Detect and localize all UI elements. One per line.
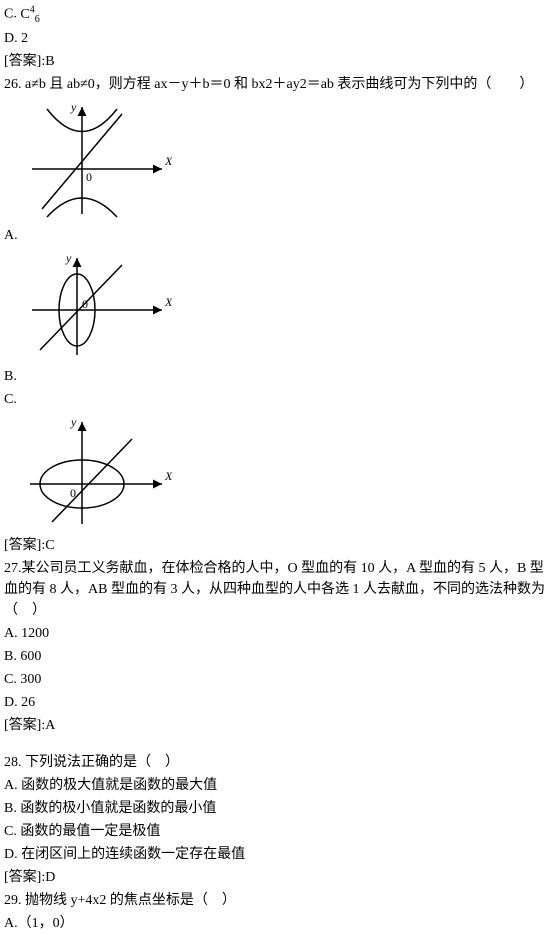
q28-option-d: D. 在闭区间上的连续函数一定存在最值 bbox=[4, 844, 554, 865]
svg-text:0: 0 bbox=[86, 170, 92, 184]
answer-value: B bbox=[45, 54, 54, 69]
q28-answer: [答案]:D bbox=[4, 867, 554, 888]
q26-stem: 26. a≠b 且 ab≠0，则方程 ax－y＋b＝0 和 bx2＋ay2＝ab… bbox=[4, 74, 554, 95]
q28-option-b: B. 函数的极小值就是函数的最小值 bbox=[4, 798, 554, 819]
svg-text:y: y bbox=[70, 100, 77, 114]
q28-stem: 28. 下列说法正确的是（ ） bbox=[4, 752, 554, 773]
svg-text:X: X bbox=[164, 469, 172, 483]
answer-value: C bbox=[45, 538, 54, 553]
answer-label: [答案]: bbox=[4, 54, 45, 69]
q27-stem: 27.某公司员工义务献血，在体检合格的人中，O 型血的有 10 人，A 型血的有… bbox=[4, 558, 554, 621]
q26-diagram-c: X y 0 bbox=[22, 414, 544, 529]
svg-text:X: X bbox=[164, 154, 172, 168]
q27-option-c: C. 300 bbox=[4, 669, 554, 690]
answer-label: [答案]: bbox=[4, 718, 45, 733]
spacer bbox=[4, 738, 554, 752]
opt-c-formula: C46 bbox=[20, 7, 39, 22]
q27-answer: [答案]:A bbox=[4, 715, 554, 736]
opt-c-prefix: C. bbox=[4, 7, 17, 22]
q27-option-a: A. 1200 bbox=[4, 623, 554, 644]
answer-value: D bbox=[45, 870, 55, 885]
q28-option-c: C. 函数的最值一定是极值 bbox=[4, 821, 554, 842]
q27-option-b: B. 600 bbox=[4, 646, 554, 667]
prev-answer: [答案]:B bbox=[4, 51, 554, 72]
svg-text:y: y bbox=[70, 415, 77, 429]
answer-label: [答案]: bbox=[4, 538, 45, 553]
q27-option-d: D. 26 bbox=[4, 692, 554, 713]
prev-option-c: C. C46 bbox=[4, 2, 554, 26]
q26-diagram-a: X y 0 bbox=[22, 99, 544, 219]
answer-label: [答案]: bbox=[4, 870, 45, 885]
q29-stem: 29. 抛物线 y+4x2 的焦点坐标是（ ） bbox=[4, 890, 554, 911]
q26-option-b: B. bbox=[4, 366, 554, 387]
q26-option-c: C. bbox=[4, 389, 554, 410]
answer-value: A bbox=[45, 718, 55, 733]
q26-diagram-b: X y 0 bbox=[22, 250, 544, 360]
q26-option-a: A. bbox=[4, 225, 554, 246]
svg-text:X: X bbox=[164, 295, 172, 309]
q28-option-a: A. 函数的极大值就是函数的最大值 bbox=[4, 775, 554, 796]
svg-text:y: y bbox=[65, 251, 72, 265]
prev-option-d: D. 2 bbox=[4, 28, 554, 49]
q29-option-a: A.（1，0） bbox=[4, 913, 554, 934]
q26-answer: [答案]:C bbox=[4, 535, 554, 556]
